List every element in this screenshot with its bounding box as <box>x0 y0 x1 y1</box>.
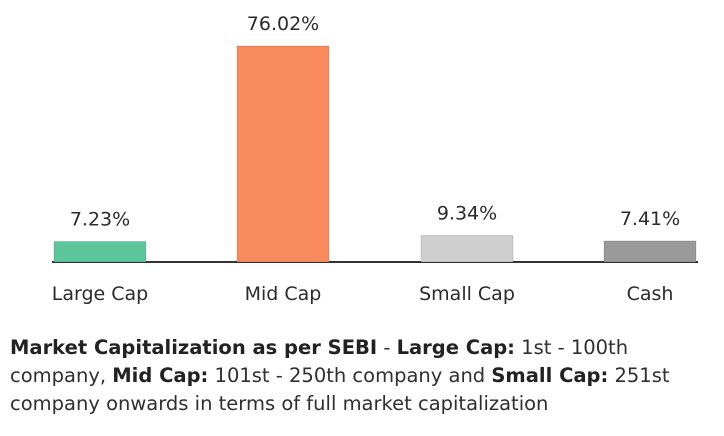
bar-chart: 7.23% 76.02% 9.34% 7.41% Large Cap Mid Cap Sm… <box>52 13 698 305</box>
bar-large-cap <box>53 240 147 263</box>
footnote-separator: - <box>377 336 397 359</box>
bar-cash <box>603 240 697 263</box>
market-cap-footnote: Market Capitalization as per SEBI - Larg… <box>10 334 722 418</box>
value-label-large-cap: 7.23% <box>70 208 130 230</box>
category-labels-group: Large Cap Mid Cap Small Cap Cash <box>52 283 674 305</box>
bar-small-cap <box>420 234 514 263</box>
footnote-lead: Market Capitalization as per SEBI <box>10 336 378 359</box>
value-label-cash: 7.41% <box>620 208 680 230</box>
category-label-large-cap: Large Cap <box>52 283 148 305</box>
footnote-large-cap-label: Large Cap: <box>396 336 515 359</box>
category-label-cash: Cash <box>627 283 674 305</box>
category-label-mid-cap: Mid Cap <box>245 283 322 305</box>
footnote-large-cap-text: 1st - 100th company, <box>10 336 629 387</box>
footnote-small-cap-text: 251st company onwards in terms of full m… <box>10 364 670 415</box>
category-label-small-cap: Small Cap <box>419 283 515 305</box>
bars-group <box>53 45 697 263</box>
footnote-small-cap-label: Small Cap: <box>491 364 609 387</box>
value-label-mid-cap: 76.02% <box>247 13 319 35</box>
footnote-mid-cap-text: 101st - 250th company and <box>208 364 492 387</box>
footnote-mid-cap-label: Mid Cap: <box>112 364 209 387</box>
bar-mid-cap <box>236 45 330 263</box>
value-labels-group: 7.23% 76.02% 9.34% 7.41% <box>70 13 680 230</box>
value-label-small-cap: 9.34% <box>437 202 497 224</box>
